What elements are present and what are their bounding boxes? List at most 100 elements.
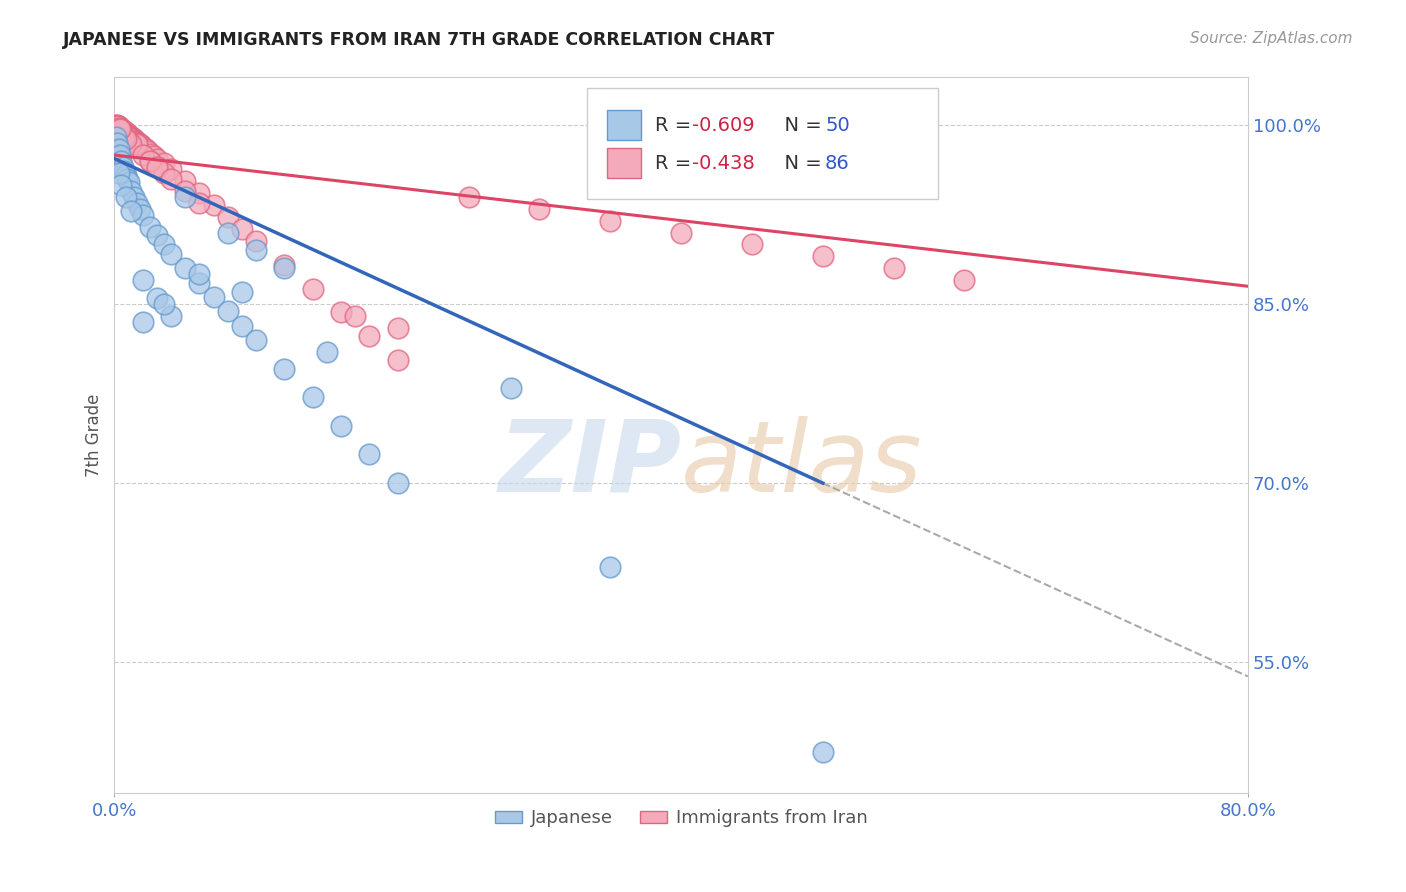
FancyBboxPatch shape <box>588 88 938 199</box>
Point <box>153 237 176 252</box>
Point <box>114 125 136 139</box>
Point <box>132 208 155 222</box>
Point <box>121 134 143 148</box>
Point <box>344 309 367 323</box>
Point <box>105 120 128 135</box>
Point <box>188 276 211 290</box>
Point <box>115 128 138 143</box>
Point <box>107 121 129 136</box>
Point <box>129 137 152 152</box>
Point <box>143 149 166 163</box>
Point <box>124 134 146 148</box>
Point <box>108 123 131 137</box>
Point <box>599 213 621 227</box>
Point <box>111 125 134 139</box>
Point <box>231 285 253 300</box>
Point <box>132 273 155 287</box>
Point <box>160 309 183 323</box>
Point <box>135 142 157 156</box>
Point <box>146 227 169 242</box>
Point <box>529 202 551 216</box>
Point <box>105 136 128 150</box>
Point <box>111 130 134 145</box>
Point <box>112 131 135 145</box>
Point <box>188 268 211 282</box>
Text: -0.609: -0.609 <box>693 116 755 135</box>
Point <box>107 123 129 137</box>
Point <box>188 186 211 201</box>
Text: ZIP: ZIP <box>498 416 681 513</box>
Point <box>120 130 142 145</box>
Bar <box>607 111 641 140</box>
Point <box>129 202 152 216</box>
Point <box>132 315 155 329</box>
Point <box>202 290 225 304</box>
Point <box>202 198 225 212</box>
Point <box>107 142 129 156</box>
Point <box>153 156 176 170</box>
Point <box>811 249 834 263</box>
Point <box>139 153 162 168</box>
Point <box>111 123 134 137</box>
Point <box>120 184 142 198</box>
Point <box>118 131 141 145</box>
Point <box>741 237 763 252</box>
Point <box>231 318 253 333</box>
Point <box>114 132 136 146</box>
Point <box>125 137 148 152</box>
Point <box>174 174 197 188</box>
Point <box>110 125 132 139</box>
Point <box>359 448 381 462</box>
Legend: Japanese, Immigrants from Iran: Japanese, Immigrants from Iran <box>488 802 875 834</box>
Text: N =: N = <box>772 153 828 173</box>
Point <box>245 234 267 248</box>
Text: -0.438: -0.438 <box>693 153 755 173</box>
Point <box>132 139 155 153</box>
Point <box>122 190 145 204</box>
Point <box>114 190 136 204</box>
Point <box>122 132 145 146</box>
Point <box>121 131 143 145</box>
Point <box>108 124 131 138</box>
Point <box>107 120 129 135</box>
Point <box>114 132 136 146</box>
Point <box>118 128 141 143</box>
Point <box>217 226 239 240</box>
Point <box>110 178 132 192</box>
Point <box>501 381 523 395</box>
Point <box>105 120 128 134</box>
Point <box>301 390 323 404</box>
Point <box>112 163 135 178</box>
Point <box>115 127 138 141</box>
Point <box>117 130 139 145</box>
Point <box>316 344 339 359</box>
Text: JAPANESE VS IMMIGRANTS FROM IRAN 7TH GRADE CORRELATION CHART: JAPANESE VS IMMIGRANTS FROM IRAN 7TH GRA… <box>63 31 776 49</box>
Point <box>108 148 131 162</box>
Text: N =: N = <box>772 116 828 135</box>
Point <box>139 153 162 168</box>
Point <box>330 305 353 319</box>
Point <box>107 166 129 180</box>
Point <box>301 282 323 296</box>
Point <box>160 247 183 261</box>
Point <box>387 476 409 491</box>
Point <box>146 291 169 305</box>
Point <box>131 138 153 153</box>
Point <box>112 124 135 138</box>
Point <box>104 130 127 145</box>
Point <box>124 136 146 150</box>
Point <box>117 135 139 149</box>
Point <box>160 162 183 177</box>
Point <box>273 361 295 376</box>
Text: 86: 86 <box>825 153 849 173</box>
Bar <box>607 148 641 178</box>
Point <box>141 146 163 161</box>
Point <box>117 128 139 142</box>
Point <box>146 160 169 174</box>
Point <box>273 261 295 276</box>
Y-axis label: 7th Grade: 7th Grade <box>86 393 103 477</box>
Point <box>110 153 132 168</box>
Point <box>104 118 127 132</box>
Point <box>599 559 621 574</box>
Point <box>125 195 148 210</box>
